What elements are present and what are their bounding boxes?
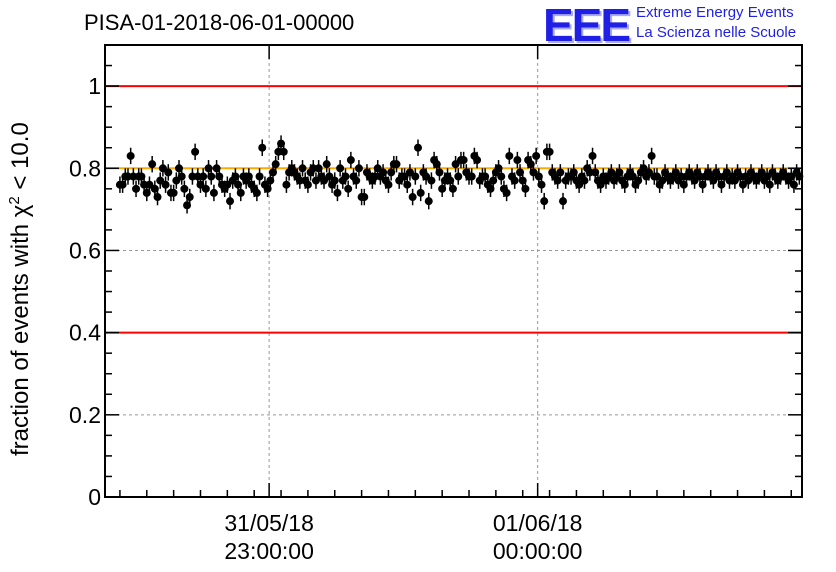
data-point xyxy=(132,184,141,193)
data-point xyxy=(497,172,506,181)
data-point xyxy=(408,193,417,202)
data-point xyxy=(424,197,433,206)
data-point xyxy=(537,180,546,189)
data-point xyxy=(448,184,457,193)
data-point xyxy=(510,176,519,185)
data-point xyxy=(384,180,393,189)
data-point xyxy=(322,160,331,169)
data-point xyxy=(271,160,280,169)
data-point xyxy=(148,160,157,169)
brand-line-1: Extreme Energy Events xyxy=(636,4,794,21)
data-point xyxy=(336,164,345,173)
data-point xyxy=(177,172,186,181)
data-point xyxy=(765,180,774,189)
x-tick-label: 31/05/18 xyxy=(224,510,314,536)
data-point xyxy=(354,164,363,173)
brand-line-2: La Scienza nelle Scuole xyxy=(636,24,797,41)
data-point xyxy=(414,143,423,152)
data-point xyxy=(330,176,339,185)
data-point xyxy=(411,172,420,181)
data-point xyxy=(505,151,514,160)
data-point xyxy=(185,193,194,202)
data-point xyxy=(341,172,350,181)
y-tick-label: 0.2 xyxy=(69,402,101,428)
data-point xyxy=(201,184,210,193)
data-point xyxy=(346,156,355,165)
data-point xyxy=(789,180,798,189)
data-point xyxy=(521,184,530,193)
data-point xyxy=(282,180,291,189)
data-point xyxy=(647,151,656,160)
x-tick-label: 01/06/18 xyxy=(493,510,583,536)
data-point xyxy=(252,188,261,197)
data-point xyxy=(545,147,554,156)
eee-logo: EEE xyxy=(543,0,631,51)
data-point xyxy=(513,156,522,165)
data-point xyxy=(467,172,476,181)
data-point xyxy=(588,151,597,160)
data-point xyxy=(226,197,235,206)
y-tick-label: 0.6 xyxy=(69,237,101,263)
data-point xyxy=(169,188,178,197)
data-point xyxy=(360,193,369,202)
data-point xyxy=(502,188,511,197)
data-point xyxy=(180,184,189,193)
data-point xyxy=(255,172,264,181)
data-point xyxy=(473,156,482,165)
data-point xyxy=(580,176,589,185)
y-tick-label: 0.8 xyxy=(69,155,101,181)
data-point xyxy=(236,188,245,197)
data-point xyxy=(435,168,444,177)
y-tick-label: 0 xyxy=(88,484,101,510)
data-point xyxy=(199,172,208,181)
data-point xyxy=(209,188,218,197)
data-point xyxy=(258,143,267,152)
data-point xyxy=(352,176,361,185)
data-point xyxy=(164,168,173,177)
chart-title: PISA-01-2018-06-01-00000 xyxy=(84,10,355,35)
data-point xyxy=(454,172,463,181)
data-point xyxy=(559,197,568,206)
y-tick-label: 0.4 xyxy=(69,320,101,346)
data-point xyxy=(303,180,312,189)
data-point xyxy=(161,180,170,189)
data-point xyxy=(126,151,135,160)
data-point xyxy=(191,147,200,156)
data-point xyxy=(207,172,216,181)
plot-frame xyxy=(104,44,803,498)
data-point xyxy=(403,180,412,189)
data-point xyxy=(427,176,436,185)
y-tick-label: 1 xyxy=(88,73,101,99)
data-point xyxy=(153,193,162,202)
data-point xyxy=(556,168,565,177)
data-point xyxy=(532,151,541,160)
x-tick-label: 00:00:00 xyxy=(493,538,583,564)
data-point xyxy=(298,164,307,173)
x-tick-label: 23:00:00 xyxy=(224,538,314,564)
data-point xyxy=(344,184,353,193)
data-point xyxy=(279,147,288,156)
data-point xyxy=(392,160,401,169)
data-point xyxy=(416,188,425,197)
data-point xyxy=(540,197,549,206)
data-point xyxy=(459,156,468,165)
data-point xyxy=(333,188,342,197)
